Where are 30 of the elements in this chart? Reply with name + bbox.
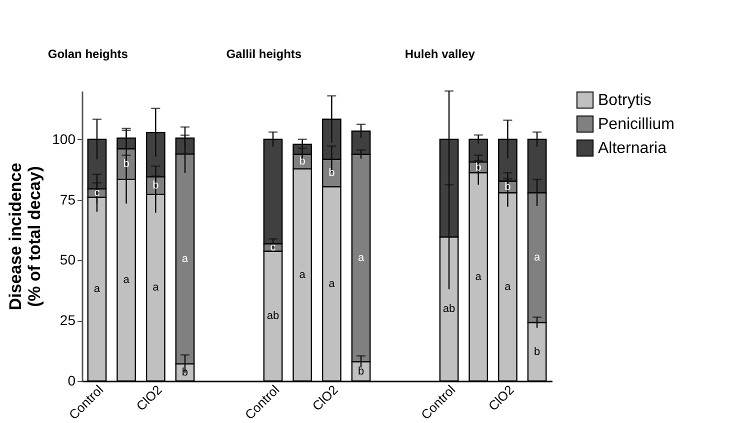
data-label: a [534,252,541,264]
data-label: ab [266,310,280,322]
data-label: a [475,270,482,283]
y-tick-label: 0 [68,372,76,388]
data-label: b [534,346,540,358]
text: Huleh valley [404,47,476,61]
data-label: a [94,283,101,296]
y-tick-label: 50 [60,252,76,268]
data-label: b [182,366,188,378]
data-label: c [270,241,276,254]
legend-label: Alternaria [598,140,667,157]
y-tick-label: 25 [60,312,76,328]
data-label: a [152,282,160,294]
legend-label: Penicillium [598,116,674,133]
data-label: a [504,280,512,293]
data-label: a [299,268,306,281]
data-label: a [358,252,365,264]
data-label: a [123,274,130,286]
data-label: b [299,156,306,168]
data-label: a [182,252,189,265]
data-label: b [328,167,335,180]
data-label: b [358,365,364,378]
legend-label: Botrytis [598,92,652,109]
y-tick-label: 75 [60,191,76,208]
text: Golan heights [48,47,128,61]
text: Gallil heights [226,47,302,61]
data-label: ab [442,302,456,315]
y-axis-title: Disease incidence (% of total decay) [6,162,44,310]
y-tick-label: 100 [52,130,76,147]
data-label: a [328,278,336,290]
